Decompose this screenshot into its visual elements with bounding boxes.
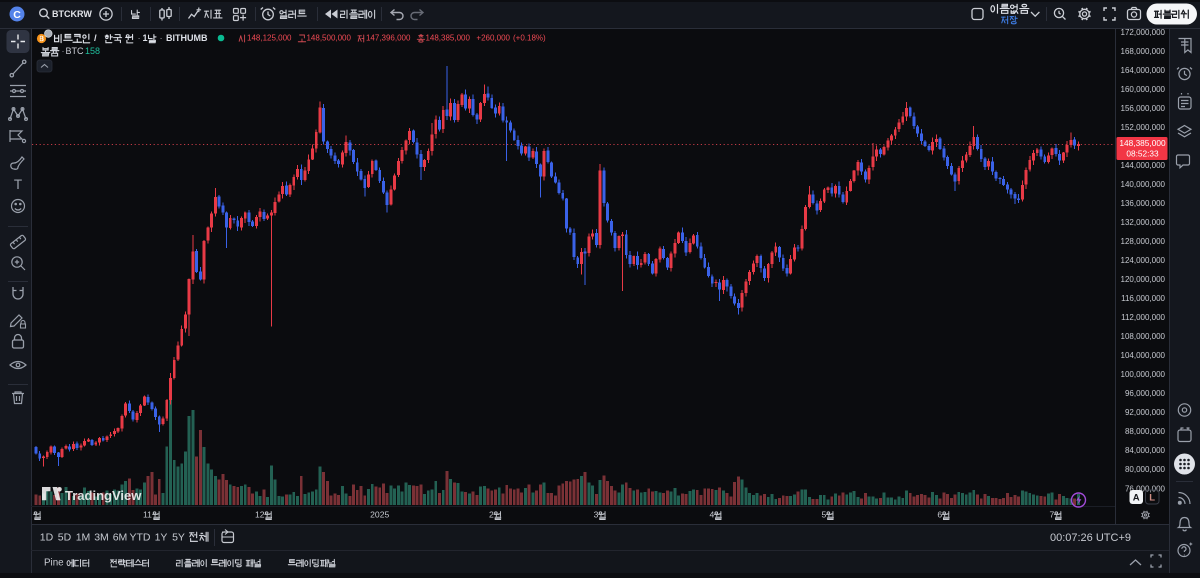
svg-text:172,000,000: 172,000,000 bbox=[1121, 28, 1166, 37]
svg-text:1Y: 1Y bbox=[155, 532, 168, 544]
svg-text:88,000,000: 88,000,000 bbox=[1125, 427, 1166, 436]
svg-text:104,000,000: 104,000,000 bbox=[1121, 351, 1166, 360]
svg-text:4: 4 bbox=[709, 510, 714, 520]
svg-text:5: 5 bbox=[822, 510, 827, 520]
svg-text:3: 3 bbox=[594, 510, 599, 520]
svg-text:92,000,000: 92,000,000 bbox=[1125, 408, 1166, 417]
svg-text:148,500,000: 148,500,000 bbox=[306, 34, 351, 43]
svg-text:156,000,000: 156,000,000 bbox=[1121, 104, 1166, 113]
svg-text:96,000,000: 96,000,000 bbox=[1125, 389, 1166, 398]
svg-text:3M: 3M bbox=[94, 532, 109, 544]
svg-text:7: 7 bbox=[1049, 510, 1054, 520]
svg-text:5D: 5D bbox=[58, 532, 72, 544]
svg-text:148,385,000: 148,385,000 bbox=[1119, 138, 1166, 148]
svg-text:+260,000: +260,000 bbox=[476, 34, 510, 43]
svg-text:TradingView: TradingView bbox=[65, 488, 142, 503]
svg-text:1D: 1D bbox=[40, 532, 54, 544]
svg-text:140,000,000: 140,000,000 bbox=[1121, 180, 1166, 189]
svg-text:1: 1 bbox=[143, 33, 148, 43]
svg-text:T: T bbox=[14, 177, 22, 192]
svg-text:/: / bbox=[94, 33, 97, 44]
svg-text:Pine: Pine bbox=[44, 558, 64, 569]
svg-text:·: · bbox=[160, 33, 163, 44]
svg-text:2: 2 bbox=[489, 510, 494, 520]
svg-text:00:07:26 UTC+9: 00:07:26 UTC+9 bbox=[1050, 532, 1131, 544]
svg-text:L: L bbox=[1149, 493, 1155, 504]
svg-text:160,000,000: 160,000,000 bbox=[1121, 85, 1166, 94]
svg-text:100,000,000: 100,000,000 bbox=[1121, 370, 1166, 379]
svg-text:84,000,000: 84,000,000 bbox=[1125, 446, 1166, 455]
svg-text:C: C bbox=[13, 9, 21, 21]
svg-text:164,000,000: 164,000,000 bbox=[1121, 66, 1166, 75]
svg-text:6M: 6M bbox=[113, 532, 128, 544]
svg-text:147,396,000: 147,396,000 bbox=[366, 34, 411, 43]
svg-text:5Y: 5Y bbox=[172, 532, 185, 544]
svg-text:6: 6 bbox=[937, 510, 942, 520]
svg-text:116,000,000: 116,000,000 bbox=[1121, 294, 1165, 303]
svg-text:YTD: YTD bbox=[130, 532, 151, 544]
svg-text:80,000,000: 80,000,000 bbox=[1125, 465, 1166, 474]
svg-text:12: 12 bbox=[255, 510, 265, 520]
svg-text:136,000,000: 136,000,000 bbox=[1121, 199, 1166, 208]
svg-text:132,000,000: 132,000,000 bbox=[1121, 218, 1166, 227]
svg-text:BITHUMB: BITHUMB bbox=[166, 33, 208, 43]
svg-text:124,000,000: 124,000,000 bbox=[1121, 256, 1166, 265]
svg-text:BTC: BTC bbox=[66, 46, 85, 56]
svg-text:148,385,000: 148,385,000 bbox=[425, 34, 470, 43]
svg-text:120,000,000: 120,000,000 bbox=[1121, 275, 1166, 284]
svg-text:128,000,000: 128,000,000 bbox=[1121, 237, 1166, 246]
svg-text:·: · bbox=[62, 46, 65, 56]
svg-text:108,000,000: 108,000,000 bbox=[1121, 332, 1166, 341]
svg-text:152,000,000: 152,000,000 bbox=[1121, 123, 1166, 132]
svg-text:2025: 2025 bbox=[370, 510, 389, 520]
svg-text:·: · bbox=[138, 33, 141, 44]
svg-text:08:52:33: 08:52:33 bbox=[1126, 149, 1159, 159]
svg-text:148,125,000: 148,125,000 bbox=[247, 34, 292, 43]
svg-text:11: 11 bbox=[143, 510, 152, 520]
svg-text:(+0.18%): (+0.18%) bbox=[513, 34, 546, 43]
svg-text:144,000,000: 144,000,000 bbox=[1121, 161, 1166, 170]
svg-text:112,000,000: 112,000,000 bbox=[1121, 313, 1165, 322]
svg-text:BTCKRW: BTCKRW bbox=[52, 9, 92, 19]
svg-text:A: A bbox=[1133, 493, 1140, 504]
svg-text:76,000,000: 76,000,000 bbox=[1125, 484, 1166, 493]
svg-text:1M: 1M bbox=[76, 532, 91, 544]
svg-text:168,000,000: 168,000,000 bbox=[1121, 47, 1166, 56]
svg-text:158: 158 bbox=[85, 46, 100, 56]
